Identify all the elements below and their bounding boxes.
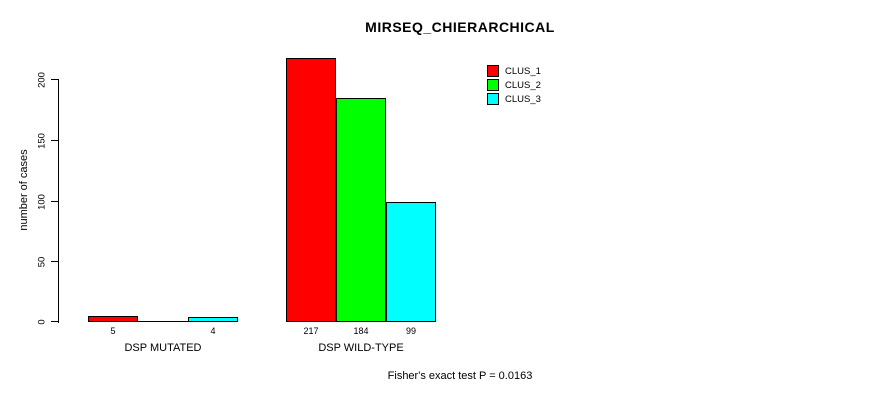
legend-swatch — [487, 65, 499, 77]
y-tick — [51, 321, 58, 322]
y-tick-label: 200 — [36, 71, 48, 88]
bar-value-label: 5 — [110, 326, 116, 336]
bar-value-label: 4 — [210, 326, 216, 336]
bar-zero-line — [138, 321, 188, 322]
group-label: DSP WILD-TYPE — [318, 342, 404, 354]
bar — [188, 317, 238, 322]
bar-value-label: 217 — [303, 326, 319, 336]
y-tick-label: 100 — [36, 193, 48, 210]
y-tick — [51, 201, 58, 202]
legend-swatch — [487, 93, 499, 105]
bar — [336, 98, 386, 322]
group-label: DSP MUTATED — [124, 342, 202, 354]
y-tick — [51, 140, 58, 141]
annotation-text: Fisher's exact test P = 0.0163 — [387, 370, 533, 382]
bar — [286, 58, 336, 322]
legend-label: CLUS_2 — [505, 79, 541, 91]
legend: CLUS_1 CLUS_2 CLUS_3 — [487, 64, 541, 106]
y-tick-label: 150 — [36, 132, 48, 149]
y-tick — [51, 261, 58, 262]
y-tick — [51, 79, 58, 80]
y-axis-line — [58, 79, 59, 323]
bar-value-label: 184 — [353, 326, 369, 336]
bar — [386, 202, 436, 322]
legend-row: CLUS_1 — [487, 64, 541, 78]
y-tick-label: 0 — [36, 318, 48, 325]
bar — [88, 316, 138, 322]
legend-label: CLUS_1 — [505, 65, 541, 77]
legend-row: CLUS_3 — [487, 92, 541, 106]
legend-label: CLUS_3 — [505, 93, 541, 105]
y-tick-label: 50 — [36, 256, 48, 267]
legend-swatch — [487, 79, 499, 91]
legend-row: CLUS_2 — [487, 78, 541, 92]
bar-value-label: 99 — [405, 326, 416, 336]
chart-title: MIRSEQ_CHIERARCHICAL — [365, 19, 555, 35]
